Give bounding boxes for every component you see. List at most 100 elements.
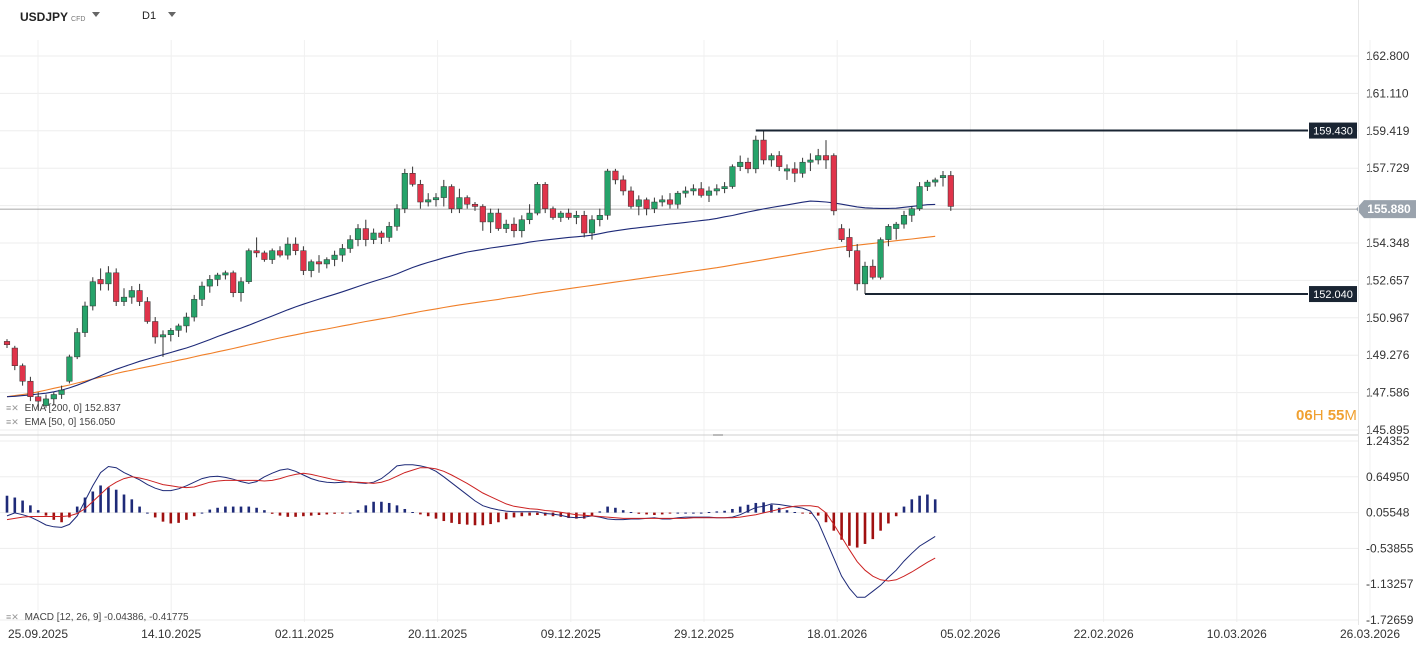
bullish-candle[interactable] (42, 398, 50, 406)
bullish-candle[interactable] (191, 299, 198, 318)
bearish-candle[interactable] (542, 184, 549, 209)
bearish-candle[interactable] (378, 232, 385, 238)
bullish-candle[interactable] (721, 186, 728, 189)
bullish-candle[interactable] (815, 155, 822, 161)
bearish-candle[interactable] (838, 228, 845, 240)
bullish-candle[interactable] (526, 212, 533, 220)
bullish-candle[interactable] (713, 188, 720, 192)
bearish-candle[interactable] (300, 250, 307, 271)
bearish-candle[interactable] (315, 261, 323, 265)
bearish-candle[interactable] (276, 250, 284, 256)
symbol-dropdown-chevron-down-icon[interactable] (92, 12, 100, 17)
bullish-candle[interactable] (245, 250, 252, 282)
bullish-candle[interactable] (573, 215, 580, 218)
bullish-candle[interactable] (74, 332, 81, 358)
bullish-candle[interactable] (237, 281, 245, 293)
bearish-candle[interactable] (869, 265, 876, 278)
bullish-candle[interactable] (269, 250, 276, 260)
bullish-candle[interactable] (308, 261, 315, 271)
bullish-candle[interactable] (339, 248, 346, 256)
bearish-candle[interactable] (19, 365, 26, 382)
bearish-candle[interactable] (791, 168, 798, 174)
bearish-candle[interactable] (854, 250, 861, 285)
bullish-candle[interactable] (66, 356, 73, 382)
bullish-candle[interactable] (175, 325, 182, 331)
bullish-candle[interactable] (487, 212, 494, 223)
macd-legend[interactable]: ≡✕ MACD [12, 26, 9] -0.04386, -0.41775 (6, 612, 189, 623)
bearish-candle[interactable] (627, 190, 635, 207)
bearish-candle[interactable] (846, 237, 853, 251)
bullish-candle[interactable] (557, 212, 564, 218)
bullish-candle[interactable] (861, 265, 869, 285)
bullish-candle[interactable] (807, 159, 814, 163)
bearish-candle[interactable] (152, 321, 159, 338)
bullish-candle[interactable] (354, 228, 362, 240)
indicator-settings-icon[interactable]: ≡✕ (6, 403, 19, 413)
indicator-settings-icon[interactable]: ≡✕ (6, 612, 19, 622)
bullish-candle[interactable] (206, 279, 213, 287)
bullish-candle[interactable] (916, 186, 923, 209)
bullish-candle[interactable] (596, 215, 603, 220)
bullish-candle[interactable] (534, 184, 541, 214)
bullish-candle[interactable] (651, 201, 658, 209)
bearish-candle[interactable] (448, 186, 455, 209)
bullish-candle[interactable] (284, 243, 291, 256)
bearish-candle[interactable] (510, 223, 518, 232)
bullish-candle[interactable] (89, 281, 96, 307)
bullish-candle[interactable] (386, 226, 393, 238)
bullish-candle[interactable] (120, 296, 128, 302)
bearish-candle[interactable] (495, 212, 502, 229)
bearish-candle[interactable] (464, 197, 471, 205)
bullish-candle[interactable] (729, 166, 736, 187)
ema50-legend[interactable]: ≡✕ EMA [50, 0] 156.050 (6, 417, 115, 428)
bullish-candle[interactable] (900, 215, 908, 225)
bullish-candle[interactable] (885, 226, 892, 240)
bearish-candle[interactable] (292, 243, 299, 251)
bullish-candle[interactable] (370, 232, 377, 240)
bullish-candle[interactable] (159, 334, 167, 338)
bearish-candle[interactable] (11, 347, 18, 366)
bullish-candle[interactable] (128, 290, 135, 298)
bullish-candle[interactable] (503, 223, 510, 229)
ema200-legend[interactable]: ≡✕ EMA [200, 0] 152.837 (6, 403, 121, 414)
bullish-candle[interactable] (924, 181, 931, 187)
bearish-candle[interactable] (230, 272, 237, 293)
indicator-settings-icon[interactable]: ≡✕ (6, 417, 19, 427)
bearish-candle[interactable] (3, 341, 11, 345)
bullish-candle[interactable] (440, 186, 447, 198)
bullish-candle[interactable] (674, 192, 681, 205)
bullish-candle[interactable] (323, 259, 330, 265)
bearish-candle[interactable] (822, 155, 830, 161)
bullish-candle[interactable] (877, 239, 884, 278)
bullish-candle[interactable] (401, 173, 408, 209)
bullish-candle[interactable] (347, 239, 354, 249)
bullish-candle[interactable] (635, 199, 642, 207)
bearish-candle[interactable] (253, 250, 260, 254)
bullish-candle[interactable] (737, 161, 744, 167)
timeframe-dropdown-chevron-down-icon[interactable] (168, 12, 176, 17)
bullish-candle[interactable] (222, 272, 229, 276)
bullish-candle[interactable] (659, 199, 666, 203)
bullish-candle[interactable] (58, 389, 65, 395)
bullish-candle[interactable] (893, 223, 900, 229)
bullish-candle[interactable] (50, 394, 57, 400)
bullish-candle[interactable] (81, 305, 89, 333)
bullish-candle[interactable] (425, 199, 432, 203)
bearish-candle[interactable] (136, 290, 143, 302)
bullish-candle[interactable] (214, 274, 221, 280)
bullish-candle[interactable] (752, 139, 759, 170)
bullish-candle[interactable] (183, 316, 190, 327)
bullish-candle[interactable] (393, 208, 401, 227)
bearish-candle[interactable] (362, 228, 369, 240)
bullish-candle[interactable] (932, 179, 939, 183)
bearish-candle[interactable] (549, 208, 557, 218)
bullish-candle[interactable] (783, 168, 791, 172)
bullish-candle[interactable] (604, 170, 611, 216)
bullish-candle[interactable] (588, 219, 596, 234)
bearish-candle[interactable] (744, 161, 752, 170)
bearish-candle[interactable] (698, 188, 705, 196)
bearish-candle[interactable] (643, 199, 650, 209)
bullish-candle[interactable] (690, 188, 697, 192)
bearish-candle[interactable] (113, 272, 120, 302)
bearish-candle[interactable] (144, 301, 151, 322)
